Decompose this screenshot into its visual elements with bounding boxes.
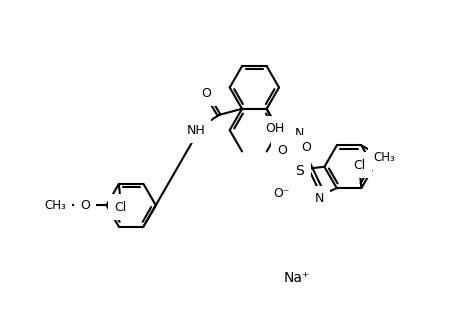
Text: S: S bbox=[295, 164, 304, 178]
Text: CH₃: CH₃ bbox=[45, 199, 66, 212]
Text: CH₃: CH₃ bbox=[374, 151, 395, 164]
Text: O: O bbox=[80, 199, 90, 212]
Text: NH: NH bbox=[187, 124, 205, 137]
Text: N: N bbox=[295, 127, 304, 140]
Text: Cl: Cl bbox=[114, 201, 126, 213]
Text: N: N bbox=[314, 192, 324, 206]
Text: Na⁺: Na⁺ bbox=[283, 271, 310, 285]
Text: OH: OH bbox=[265, 122, 284, 135]
Text: O: O bbox=[202, 87, 212, 100]
Text: O⁻: O⁻ bbox=[273, 187, 289, 200]
Text: Cl: Cl bbox=[354, 159, 366, 171]
Text: O: O bbox=[277, 144, 287, 157]
Text: O: O bbox=[301, 141, 311, 154]
